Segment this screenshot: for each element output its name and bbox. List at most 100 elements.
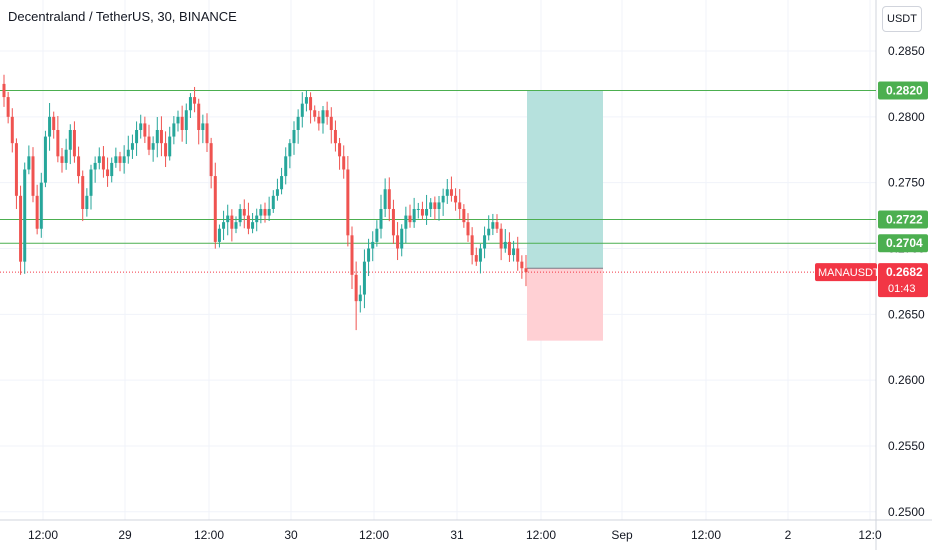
stop-zone[interactable] (527, 268, 603, 341)
candle-body (358, 294, 362, 302)
candle-body (114, 156, 118, 163)
candle-body (495, 222, 499, 229)
candle-body (97, 156, 101, 163)
candle-body (412, 208, 416, 223)
level-price-label: 0.2722 (886, 213, 923, 227)
candle-body (375, 228, 379, 242)
candle-body (27, 156, 31, 170)
candle-body (251, 222, 255, 229)
candle-body (454, 195, 458, 203)
candle-body (425, 208, 429, 216)
candle-body (296, 116, 300, 130)
candle-body (68, 129, 72, 150)
target-zone[interactable] (527, 90, 603, 269)
candle-body (43, 136, 47, 183)
candle-body (180, 116, 184, 130)
candle-body (155, 129, 159, 144)
candle-body (354, 274, 358, 302)
candle-body (259, 208, 263, 216)
candle-body (396, 235, 400, 249)
candle-body (524, 268, 528, 273)
price-tick-label: 0.2800 (888, 110, 925, 124)
candle-body (400, 228, 404, 249)
candle-body (176, 116, 180, 124)
candle-body (217, 228, 221, 242)
time-tick-label: 12:00 (691, 528, 721, 542)
time-tick-label: 12:00 (526, 528, 556, 542)
candle-body (503, 241, 507, 249)
candle-body (408, 215, 412, 223)
candle-body (230, 215, 234, 229)
candle-body (383, 189, 387, 209)
candle-body (93, 162, 97, 170)
candle-body (379, 208, 383, 229)
candle-body (391, 208, 395, 236)
candle-body (135, 129, 139, 144)
level-price-tag (878, 210, 928, 229)
candle-body (77, 156, 81, 177)
candle-body (209, 143, 213, 177)
price-tick-label: 0.2750 (888, 176, 925, 190)
candle-body (362, 261, 366, 295)
candle-body (280, 176, 284, 190)
candle-body (23, 169, 27, 262)
candle-body (470, 235, 474, 256)
candle-body (101, 156, 105, 170)
candle-body (458, 202, 462, 209)
candle-body (147, 136, 151, 150)
candle-body (429, 202, 433, 209)
candle-body (64, 149, 68, 163)
candle-body (483, 235, 487, 249)
time-tick-label: 31 (450, 528, 464, 542)
symbol-tag-label: MANAUSDT (818, 267, 880, 279)
time-tick-label: 12:00 (28, 528, 58, 542)
candle-body (507, 241, 511, 256)
candle-body (445, 189, 449, 196)
candle-body (242, 208, 246, 216)
time-tick-label: Sep (611, 528, 633, 542)
candle-body (371, 241, 375, 249)
candle-body (238, 208, 242, 223)
candle-body (56, 129, 60, 157)
countdown-label: 01:43 (888, 283, 916, 295)
candle-body (271, 195, 275, 209)
candle-body (172, 123, 176, 137)
candle-body (81, 176, 85, 209)
price-tick-label: 0.2850 (888, 44, 925, 58)
candle-body (499, 228, 503, 249)
candle-body (321, 110, 325, 124)
candle-body (2, 83, 6, 98)
candle-body (188, 97, 192, 111)
candle-body (226, 215, 230, 223)
symbol-title: Decentraland / TetherUS, 30, BINANCE (8, 9, 237, 24)
candle-body (288, 143, 292, 157)
candle-body (350, 235, 354, 275)
candle-body (159, 129, 163, 144)
candle-body (31, 156, 35, 196)
candle-body (520, 261, 524, 269)
time-tick-label: 29 (118, 528, 132, 542)
candle-body (184, 110, 188, 130)
candle-body (516, 248, 520, 262)
candle-body (110, 162, 114, 177)
time-tick-label: 12:0 (858, 528, 882, 542)
candle-body (449, 189, 453, 196)
candle-body (300, 103, 304, 117)
candle-body (433, 202, 437, 209)
candle-body (275, 189, 279, 196)
candle-body (367, 248, 371, 262)
candle-body (325, 110, 329, 117)
candle-body (14, 143, 18, 196)
candle-body (60, 156, 64, 163)
symbol-tag (815, 263, 877, 282)
currency-button[interactable]: USDT (882, 6, 922, 32)
time-tick-label: 12:00 (359, 528, 389, 542)
candle-body (39, 182, 43, 229)
candle-body (35, 195, 39, 229)
level-price-tag (878, 81, 928, 100)
candle-body (151, 143, 155, 150)
candle-body (168, 136, 172, 157)
candle-body (143, 123, 147, 137)
